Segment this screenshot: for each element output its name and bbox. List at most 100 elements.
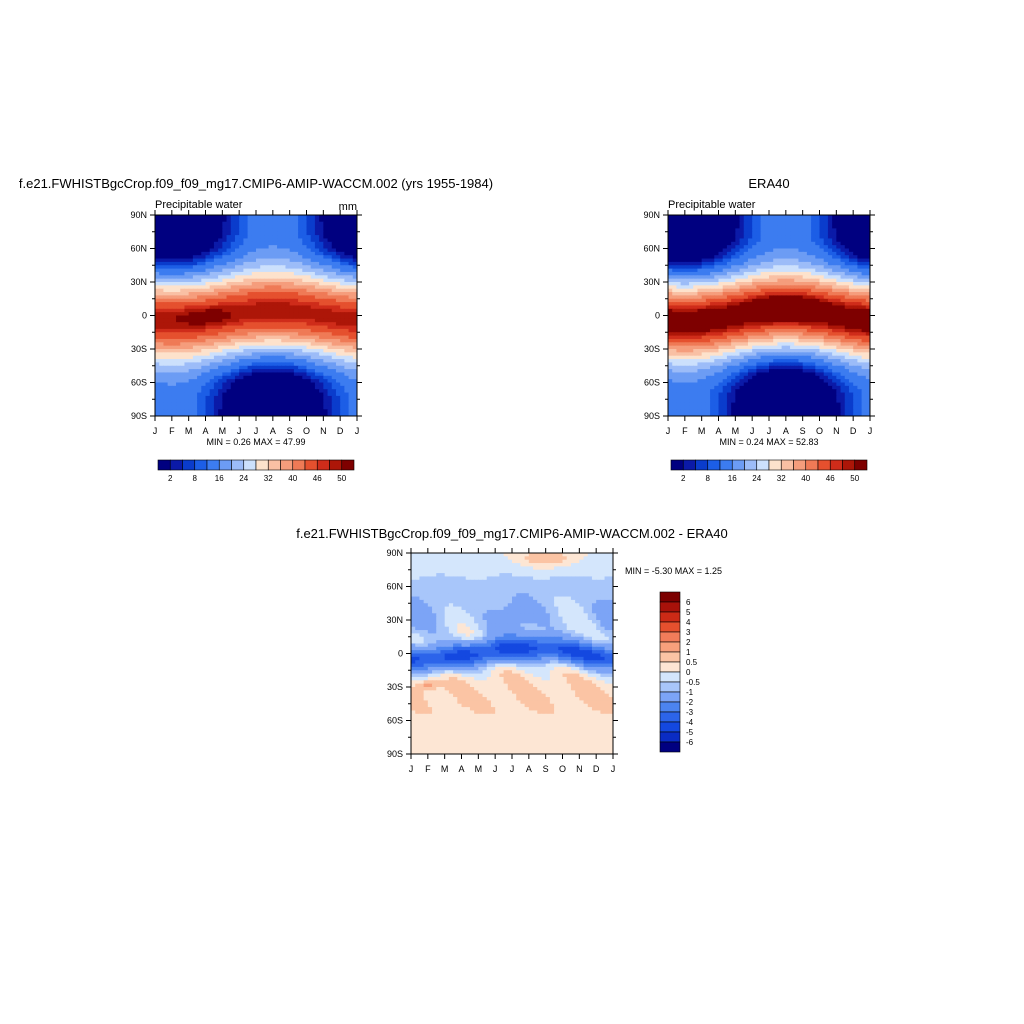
field-cell (167, 332, 173, 337)
field-cell (285, 288, 291, 293)
field-cell (310, 221, 316, 226)
field-cell (277, 225, 282, 229)
field-cell (823, 231, 829, 236)
field-cell (857, 265, 863, 270)
field-cell (769, 322, 774, 327)
field-cell (155, 261, 160, 266)
field-cell (848, 258, 854, 263)
field-cell (281, 369, 287, 374)
field-cell (192, 235, 198, 240)
field-cell (314, 379, 320, 384)
field-cell (314, 365, 320, 370)
field-cell (781, 268, 787, 273)
field-cell (247, 251, 253, 256)
field-cell (802, 315, 808, 320)
field-cell (327, 359, 333, 363)
field-cell (764, 345, 770, 350)
field-cell (693, 215, 699, 219)
field-cell (710, 248, 715, 253)
field-cell (672, 265, 678, 270)
field-cell (781, 298, 787, 303)
field-cell (247, 382, 253, 387)
colorbar-label: 50 (337, 474, 346, 483)
field-cell (285, 261, 291, 266)
field-cell (171, 251, 177, 256)
field-cell (171, 335, 177, 340)
field-cell (819, 271, 825, 276)
field-cell (264, 282, 270, 286)
field-cell (335, 241, 341, 246)
field-cell (298, 282, 303, 286)
field-cell (209, 251, 215, 256)
field-cell (802, 275, 808, 280)
field-cell (714, 265, 720, 270)
field-cell (865, 238, 870, 243)
field-cell (277, 228, 282, 233)
field-cell (192, 412, 198, 416)
field-cell (806, 292, 812, 296)
field-cell (176, 382, 181, 387)
field-cell (819, 312, 825, 317)
field-cell (306, 325, 312, 330)
field-cell (836, 288, 842, 293)
field-cell (714, 251, 720, 256)
field-cell (243, 261, 249, 266)
field-cell (247, 298, 253, 303)
field-cell (277, 285, 282, 290)
field-cell (848, 342, 854, 347)
field-cell (705, 308, 711, 313)
field-cell (272, 221, 278, 226)
field-cell (760, 292, 766, 296)
field-cell (247, 352, 253, 357)
field-cell (689, 295, 694, 300)
field-cell (857, 325, 863, 330)
field-cell (735, 221, 741, 226)
field-cell (668, 265, 673, 270)
field-cell (205, 328, 211, 333)
field-cell (264, 375, 270, 380)
field-cell (747, 312, 753, 317)
field-cell (306, 318, 312, 323)
field-cell (243, 342, 249, 347)
field-cell (348, 312, 354, 317)
field-cell (701, 215, 707, 219)
field-cell (348, 345, 354, 350)
field-cell (815, 322, 821, 327)
field-cell (272, 359, 278, 363)
field-cell (327, 395, 333, 400)
field-cell (319, 218, 324, 223)
field-cell (705, 312, 711, 317)
field-cell (747, 241, 753, 246)
field-cell (352, 362, 357, 367)
field-cell (848, 271, 854, 276)
field-cell (171, 342, 177, 347)
field-cell (861, 305, 867, 310)
field-cell (302, 355, 308, 360)
field-cell (684, 215, 690, 219)
field-cell (180, 332, 186, 337)
field-cell (264, 379, 270, 384)
field-cell (323, 395, 329, 400)
field-cell (790, 295, 795, 300)
field-cell (205, 342, 211, 347)
field-cell (197, 369, 202, 374)
field-cell (256, 332, 261, 337)
field-cell (218, 215, 223, 219)
field-cell (319, 302, 324, 307)
field-cell (785, 335, 791, 340)
field-cell (155, 278, 160, 283)
field-cell (819, 255, 825, 260)
field-cell (752, 261, 757, 266)
field-cell (832, 349, 837, 353)
field-cell (815, 261, 821, 266)
field-cell (861, 225, 867, 229)
field-cell (201, 268, 207, 273)
field-cell (184, 355, 190, 360)
field-cell (693, 282, 699, 286)
field-cell (314, 315, 320, 320)
field-cell (243, 325, 249, 330)
field-cell (239, 369, 244, 374)
field-cell (302, 221, 308, 226)
field-cell (247, 231, 253, 236)
field-cell (209, 325, 215, 330)
